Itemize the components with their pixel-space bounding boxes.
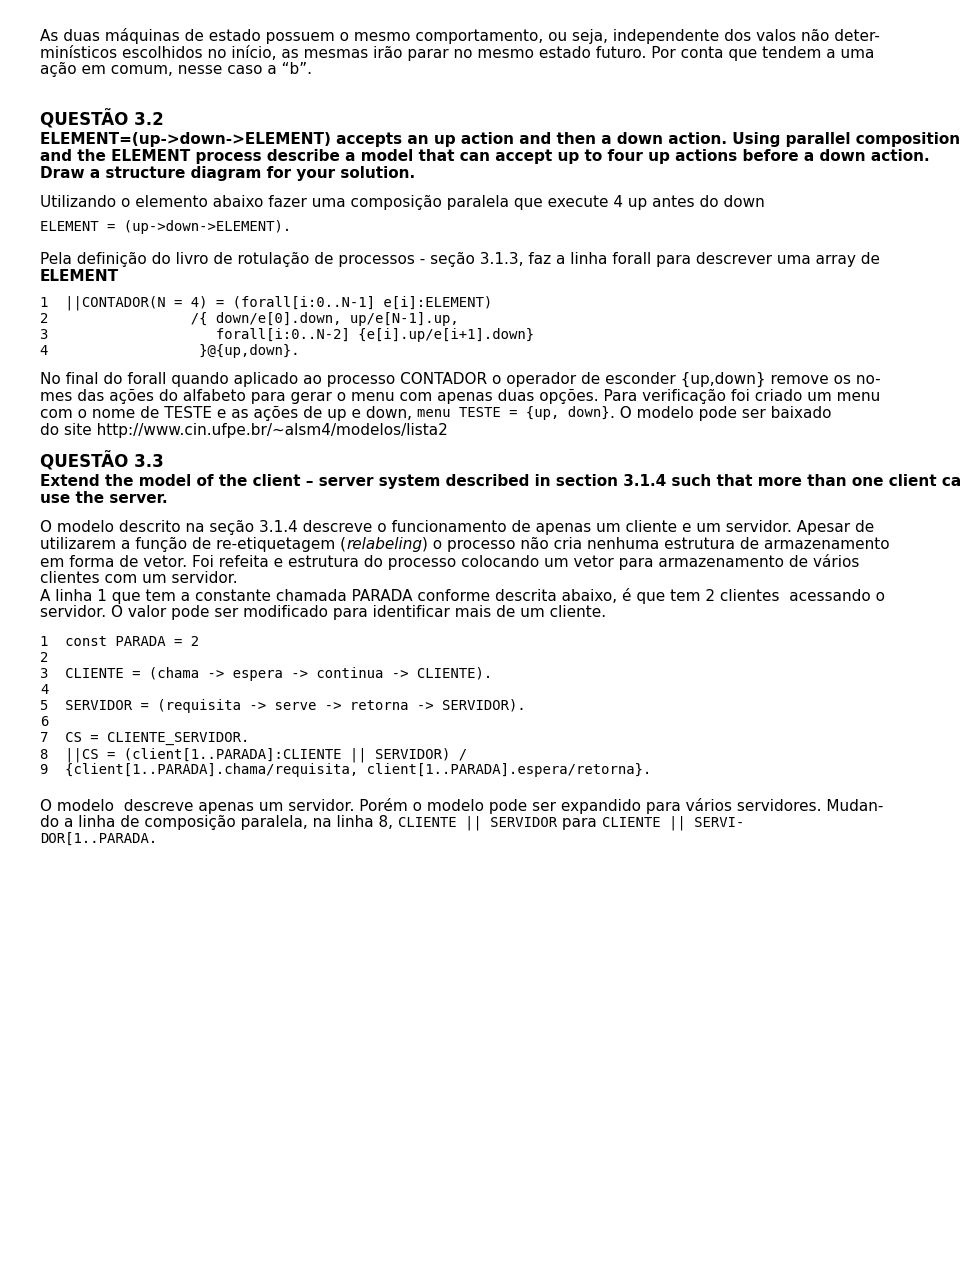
Text: para: para bbox=[557, 815, 602, 830]
Text: do a linha de composição paralela, na linha 8,: do a linha de composição paralela, na li… bbox=[40, 815, 397, 830]
Text: 5  SERVIDOR = (requisita -> serve -> retorna -> SERVIDOR).: 5 SERVIDOR = (requisita -> serve -> reto… bbox=[40, 699, 526, 713]
Text: Extend the model of the client – server system described in section 3.1.4 such t: Extend the model of the client – server … bbox=[40, 474, 960, 489]
Text: QUESTÃO 3.3: QUESTÃO 3.3 bbox=[40, 453, 164, 471]
Text: 8  ||CS = (client[1..PARADA]:CLIENTE || SERVIDOR) /: 8 ||CS = (client[1..PARADA]:CLIENTE || S… bbox=[40, 747, 468, 761]
Text: clientes com um servidor.: clientes com um servidor. bbox=[40, 571, 238, 586]
Text: QUESTÃO 3.2: QUESTÃO 3.2 bbox=[40, 110, 164, 129]
Text: 4: 4 bbox=[40, 683, 48, 696]
Text: ELEMENT = (up->down->ELEMENT).: ELEMENT = (up->down->ELEMENT). bbox=[40, 220, 291, 234]
Text: 6: 6 bbox=[40, 715, 48, 729]
Text: O modelo  descreve apenas um servidor. Porém o modelo pode ser expandido para vá: O modelo descreve apenas um servidor. Po… bbox=[40, 798, 883, 814]
Text: As duas máquinas de estado possuem o mesmo comportamento, ou seja, independente : As duas máquinas de estado possuem o mes… bbox=[40, 28, 880, 44]
Text: minísticos escolhidos no início, as mesmas irão parar no mesmo estado futuro. Po: minísticos escolhidos no início, as mesm… bbox=[40, 46, 875, 61]
Text: ) o processo não cria nenhuma estrutura de armazenamento: ) o processo não cria nenhuma estrutura … bbox=[422, 537, 890, 552]
Text: com o nome de TESTE e as ações de up e down,: com o nome de TESTE e as ações de up e d… bbox=[40, 406, 417, 421]
Text: ação em comum, nesse caso a “b”.: ação em comum, nesse caso a “b”. bbox=[40, 62, 312, 77]
Text: . O modelo pode ser baixado: . O modelo pode ser baixado bbox=[610, 406, 831, 421]
Text: A linha 1 que tem a constante chamada PARADA conforme descrita abaixo, é que tem: A linha 1 que tem a constante chamada PA… bbox=[40, 588, 885, 604]
Text: 3  CLIENTE = (chama -> espera -> continua -> CLIENTE).: 3 CLIENTE = (chama -> espera -> continua… bbox=[40, 667, 492, 681]
Text: do site http://www.cin.ufpe.br/~alsm4/modelos/lista2: do site http://www.cin.ufpe.br/~alsm4/mo… bbox=[40, 423, 447, 439]
Text: 1  ||CONTADOR(N = 4) = (forall[i:0..N-1] e[i]:ELEMENT): 1 ||CONTADOR(N = 4) = (forall[i:0..N-1] … bbox=[40, 296, 492, 311]
Text: 2                 /{ down/e[0].down, up/e[N-1].up,: 2 /{ down/e[0].down, up/e[N-1].up, bbox=[40, 312, 459, 326]
Text: menu TESTE = {up, down}: menu TESTE = {up, down} bbox=[417, 406, 610, 420]
Text: servidor. O valor pode ser modificado para identificar mais de um cliente.: servidor. O valor pode ser modificado pa… bbox=[40, 605, 606, 621]
Text: 2: 2 bbox=[40, 651, 48, 665]
Text: utilizarem a função de re-etiquetagem (: utilizarem a função de re-etiquetagem ( bbox=[40, 537, 346, 552]
Text: 7  CS = CLIENTE_SERVIDOR.: 7 CS = CLIENTE_SERVIDOR. bbox=[40, 731, 250, 744]
Text: em forma de vetor. Foi refeita e estrutura do processo colocando um vetor para a: em forma de vetor. Foi refeita e estrutu… bbox=[40, 554, 859, 570]
Text: 9  {client[1..PARADA].chama/requisita, client[1..PARADA].espera/retorna}.: 9 {client[1..PARADA].chama/requisita, cl… bbox=[40, 763, 652, 777]
Text: and the ELEMENT process describe a model that can accept up to four up actions b: and the ELEMENT process describe a model… bbox=[40, 149, 929, 164]
Text: CLIENTE || SERVI-: CLIENTE || SERVI- bbox=[602, 815, 744, 829]
Text: ELEMENT: ELEMENT bbox=[40, 269, 119, 284]
Text: Pela definição do livro de rotulação de processos - seção 3.1.3, faz a linha for: Pela definição do livro de rotulação de … bbox=[40, 252, 880, 267]
Text: ELEMENT=(up->down->ELEMENT) accepts an up action and then a down action. Using p: ELEMENT=(up->down->ELEMENT) accepts an u… bbox=[40, 131, 960, 147]
Text: mes das ações do alfabeto para gerar o menu com apenas duas opções. Para verific: mes das ações do alfabeto para gerar o m… bbox=[40, 389, 880, 404]
Text: relabeling: relabeling bbox=[346, 537, 422, 552]
Text: 1  const PARADA = 2: 1 const PARADA = 2 bbox=[40, 635, 199, 648]
Text: 4                  }@{up,down}.: 4 }@{up,down}. bbox=[40, 344, 300, 358]
Text: No final do forall quando aplicado ao processo CONTADOR o operador de esconder {: No final do forall quando aplicado ao pr… bbox=[40, 372, 880, 387]
Text: CLIENTE || SERVIDOR: CLIENTE || SERVIDOR bbox=[397, 815, 557, 829]
Text: use the server.: use the server. bbox=[40, 490, 168, 506]
Text: O modelo descrito na seção 3.1.4 descreve o funcionamento de apenas um cliente e: O modelo descrito na seção 3.1.4 descrev… bbox=[40, 520, 875, 535]
Text: 3                    forall[i:0..N-2] {e[i].up/e[i+1].down}: 3 forall[i:0..N-2] {e[i].up/e[i+1].down} bbox=[40, 327, 534, 343]
Text: DOR[1..PARADA.: DOR[1..PARADA. bbox=[40, 832, 157, 846]
Text: Utilizando o elemento abaixo fazer uma composição paralela que execute 4 up ante: Utilizando o elemento abaixo fazer uma c… bbox=[40, 195, 765, 210]
Text: Draw a structure diagram for your solution.: Draw a structure diagram for your soluti… bbox=[40, 166, 415, 181]
